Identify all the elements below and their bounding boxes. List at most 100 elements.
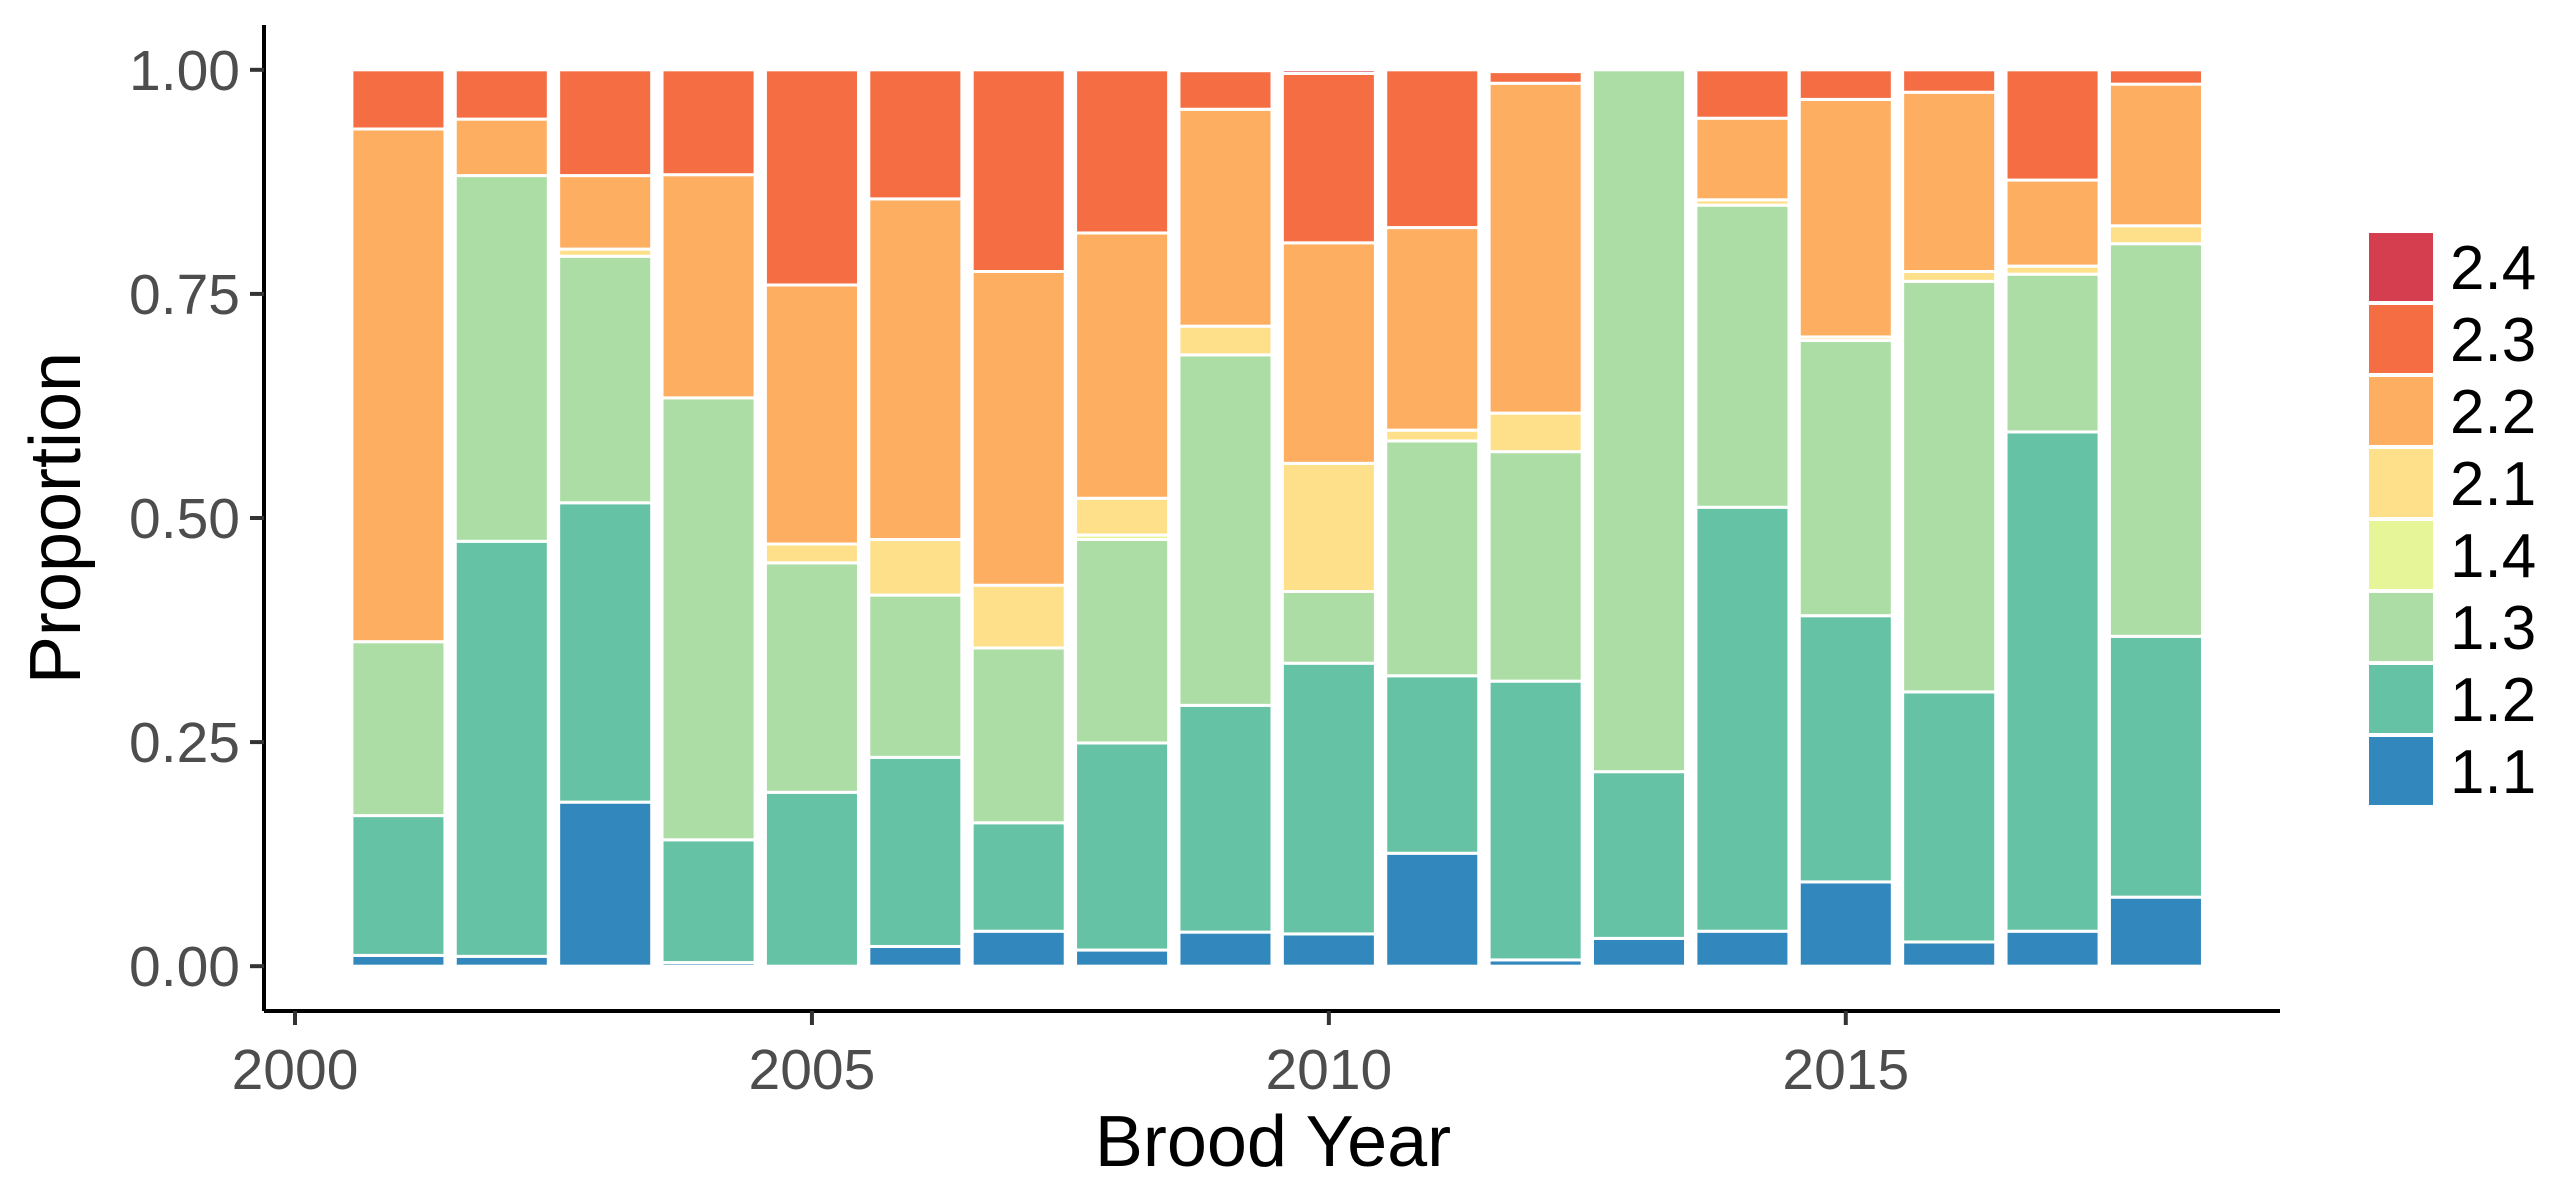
bar-segment-2008-2-2 xyxy=(1074,231,1171,500)
bar-segment-2010-2-2 xyxy=(1280,241,1377,465)
legend-label-1-1: 1.1 xyxy=(2450,738,2536,807)
bar-segment-2012-2-3 xyxy=(1487,70,1584,85)
bar-segment-2008-2-3 xyxy=(1074,68,1171,235)
bar-segment-2011-2-2 xyxy=(1384,226,1481,432)
bar-segment-2012-2-1 xyxy=(1487,411,1584,454)
bar-segment-2014-1-1 xyxy=(1694,929,1791,968)
bar-segment-2010-1-2 xyxy=(1280,661,1377,936)
legend-key-2-1 xyxy=(2367,447,2435,519)
bar-segment-2017-2-2 xyxy=(2004,178,2101,268)
bar-segment-2013-1-1 xyxy=(1590,936,1688,968)
bar-segment-2006-1-3 xyxy=(867,593,964,759)
bar-segment-2006-1-1 xyxy=(867,944,964,968)
bar-segment-2004-1-2 xyxy=(660,838,757,965)
bar-segment-2002-1-3 xyxy=(453,174,550,543)
y-axis-title: Proportion xyxy=(16,352,96,684)
bar-segment-2009-1-1 xyxy=(1177,930,1274,968)
y-tick-label: 1.00 xyxy=(129,39,240,103)
bar-segment-2009-2-2 xyxy=(1177,107,1274,328)
bar-segment-2001-1-2 xyxy=(350,814,447,957)
bar-segment-2010-1-3 xyxy=(1280,590,1377,665)
bar-segment-2011-1-1 xyxy=(1384,851,1481,968)
bar-segment-2002-2-2 xyxy=(453,117,550,178)
bar-segment-2009-1-3 xyxy=(1177,353,1274,707)
bar-segment-2015-1-1 xyxy=(1797,880,1894,968)
bar-segment-2006-2-1 xyxy=(867,538,964,597)
bar-segment-2006-2-2 xyxy=(867,197,964,542)
bar-segment-2018-1-1 xyxy=(2107,895,2204,968)
bar-segment-2017-1-1 xyxy=(2004,929,2101,968)
bar-segment-2010-1-1 xyxy=(1280,932,1377,968)
bar-segment-2018-2-3 xyxy=(2107,68,2204,86)
bar-segment-2010-2-1 xyxy=(1280,461,1377,593)
bar-segment-2011-1-3 xyxy=(1384,439,1481,678)
legend-label-2-4: 2.4 xyxy=(2450,234,2536,303)
y-tick-label: 0.75 xyxy=(129,263,240,327)
bar-segment-2012-1-2 xyxy=(1487,679,1584,962)
bar-segment-2001-1-3 xyxy=(350,640,447,818)
bar-segment-2018-1-2 xyxy=(2107,634,2204,899)
legend-key-1-4 xyxy=(2367,519,2435,591)
plot-area: 0.00 0.25 0.50 0.75 1.00 2000 2005 2010 2015 xyxy=(129,25,2280,1102)
bar-segment-2006-1-2 xyxy=(867,755,964,948)
bar-segment-2017-1-2 xyxy=(2004,430,2101,933)
bar-segment-2018-2-1 xyxy=(2107,224,2204,246)
x-tick-label: 2010 xyxy=(1265,1038,1392,1102)
y-tick-label: 0.00 xyxy=(129,935,240,999)
bar-segment-2007-1-3 xyxy=(970,646,1067,825)
bar-segment-2015-1-2 xyxy=(1797,614,1894,884)
bar-segment-2014-2-3 xyxy=(1694,68,1791,120)
bar-segment-2008-2-1 xyxy=(1074,496,1171,537)
bar-segment-2018-1-3 xyxy=(2107,242,2204,638)
bar-segment-2006-2-3 xyxy=(867,68,964,201)
bar-segment-2015-2-3 xyxy=(1797,68,1894,101)
bar-segment-2014-2-2 xyxy=(1694,116,1791,202)
legend: 2.42.32.22.11.41.31.21.1 xyxy=(2367,231,2536,807)
bar-segment-2015-1-3 xyxy=(1797,339,1894,618)
bar-segment-2004-1-3 xyxy=(660,396,757,842)
legend-label-2-2: 2.2 xyxy=(2450,378,2536,447)
bar-segment-2013-1-3 xyxy=(1590,68,1688,774)
bar-segment-2016-1-1 xyxy=(1901,940,1998,968)
legend-key-1-2 xyxy=(2367,663,2435,735)
bar-segment-2009-2-3 xyxy=(1177,69,1274,111)
bar-segment-2005-1-2 xyxy=(763,790,860,968)
bar-segment-2003-1-2 xyxy=(557,501,654,804)
bar-segment-2005-1-3 xyxy=(763,561,860,794)
legend-key-2-3 xyxy=(2367,303,2435,375)
bar-segment-2014-1-2 xyxy=(1694,505,1791,933)
bar-segment-2011-2-1 xyxy=(1384,428,1481,443)
bar-segment-2016-2-2 xyxy=(1901,90,1998,274)
bar-segment-2016-2-3 xyxy=(1901,68,1998,94)
bar-segment-2012-2-2 xyxy=(1487,81,1584,415)
bar-segment-2005-2-3 xyxy=(763,68,860,287)
bar-segment-2016-1-3 xyxy=(1901,279,1998,694)
bar-segment-2013-1-2 xyxy=(1590,770,1688,940)
bar-segment-2005-2-2 xyxy=(763,283,860,546)
bar-segment-2008-1-1 xyxy=(1074,948,1171,968)
bar-segment-2001-1-1 xyxy=(350,953,447,968)
bar-segment-2010-2-4 xyxy=(1280,68,1377,75)
legend-label-1-4: 1.4 xyxy=(2450,522,2536,591)
y-axis-ticks: 0.00 0.25 0.50 0.75 1.00 xyxy=(129,39,264,999)
bar-segment-2004-2-2 xyxy=(660,173,757,400)
bar-segment-2003-2-2 xyxy=(557,174,654,251)
bar-segment-2004-2-3 xyxy=(660,68,757,177)
legend-label-2-3: 2.3 xyxy=(2450,306,2536,375)
legend-key-1-3 xyxy=(2367,591,2435,663)
bar-segment-2008-1-3 xyxy=(1074,538,1171,745)
bar-segment-2015-2-2 xyxy=(1797,97,1894,339)
bar-segment-2007-1-1 xyxy=(970,929,1067,968)
x-axis-title: Brood Year xyxy=(1095,1102,1451,1182)
legend-label-1-3: 1.3 xyxy=(2450,594,2536,663)
bars-group xyxy=(350,68,2204,968)
bar-segment-2017-2-3 xyxy=(2004,68,2101,182)
y-tick-label: 0.50 xyxy=(129,487,240,551)
bar-segment-2007-2-1 xyxy=(970,583,1067,650)
x-tick-label: 2015 xyxy=(1782,1038,1909,1102)
bar-segment-2003-1-3 xyxy=(557,254,654,505)
bar-segment-2001-2-2 xyxy=(350,127,447,644)
bar-segment-2002-1-2 xyxy=(453,539,550,958)
bar-segment-2007-2-2 xyxy=(970,270,1067,587)
